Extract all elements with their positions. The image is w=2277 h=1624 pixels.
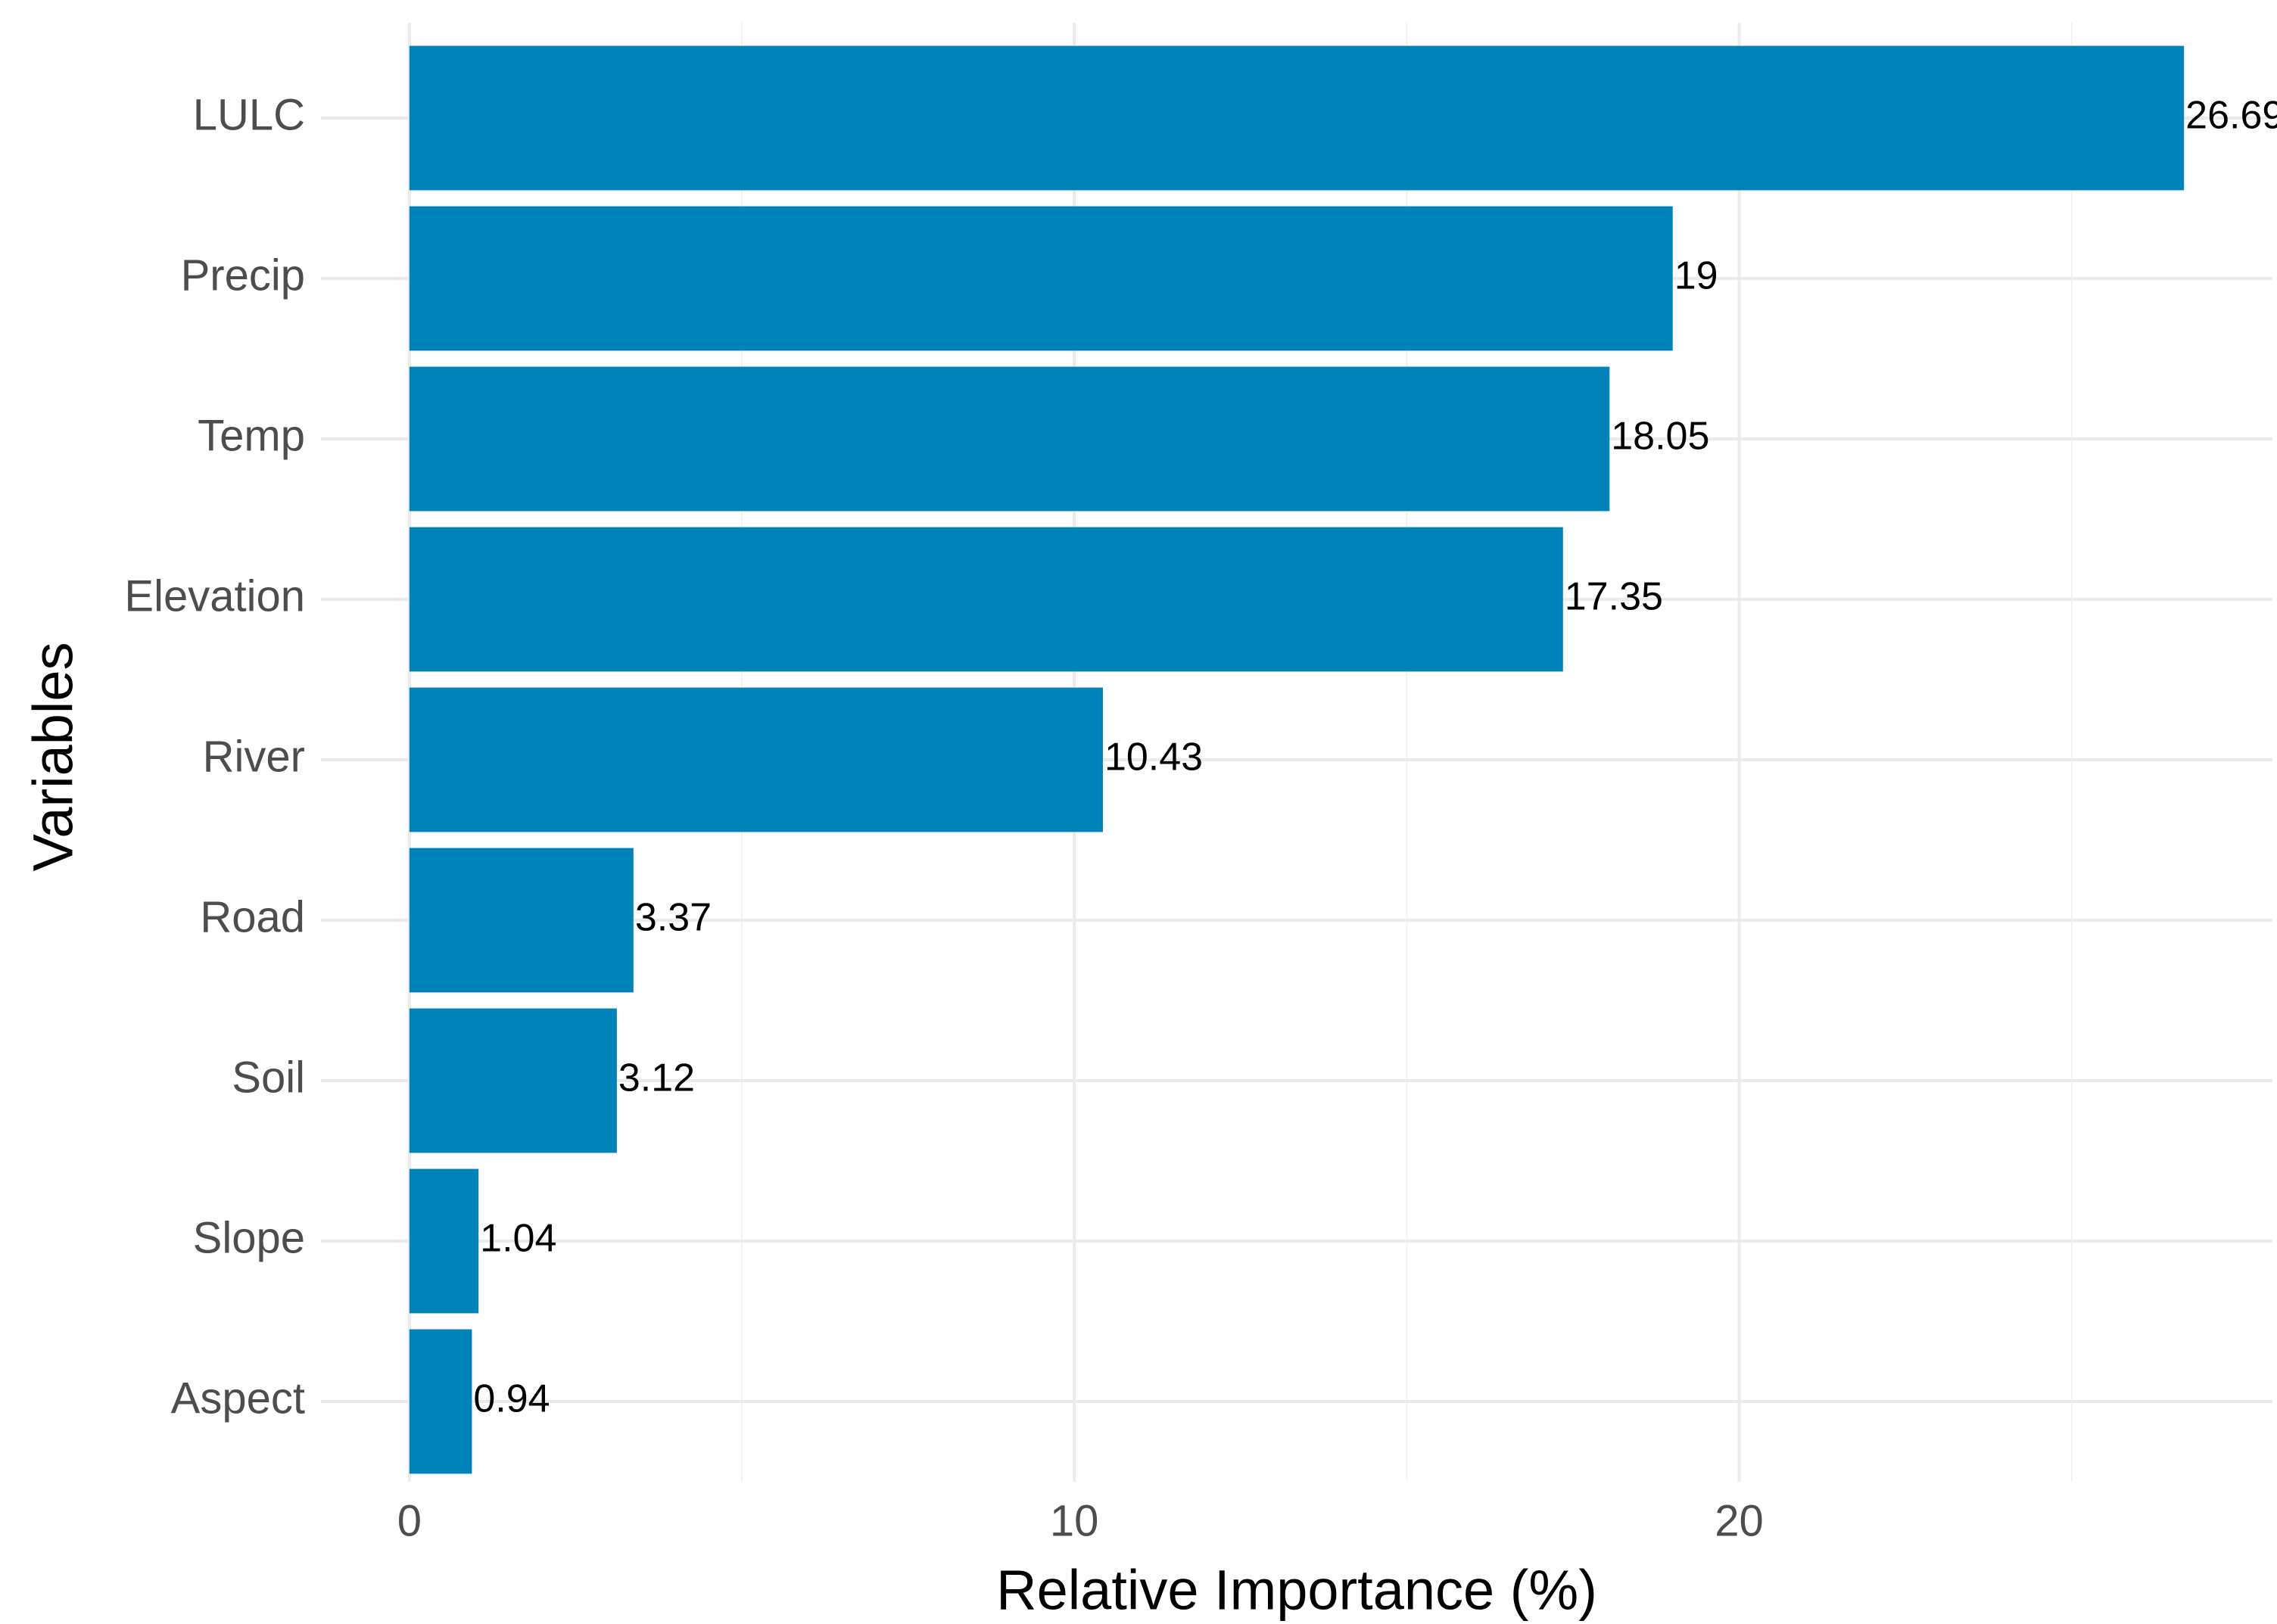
bar <box>409 527 1563 672</box>
value-label: 0.94 <box>473 1377 550 1421</box>
value-label: 19 <box>1674 254 1718 298</box>
y-tick-label: Temp <box>198 411 305 460</box>
y-tick-label: Precip <box>181 250 305 300</box>
value-label: 3.37 <box>635 896 712 940</box>
y-tick-label: Slope <box>193 1213 305 1262</box>
y-tick-label: Soil <box>232 1053 305 1102</box>
bar <box>409 1008 617 1153</box>
bar <box>409 366 1610 512</box>
x-axis-title: Relative Importance (%) <box>996 1559 1597 1622</box>
y-tick-label: Elevation <box>124 571 305 621</box>
y-tick-label: River <box>203 732 305 781</box>
y-tick-label: Aspect <box>171 1374 305 1423</box>
y-axis-title: Variables <box>22 642 85 871</box>
value-labels: 26.69 19 18.05 17.35 10.43 3.37 3.12 1.04 0.94 <box>473 94 2277 1421</box>
bar <box>409 45 2185 191</box>
bar <box>409 687 1103 832</box>
x-tick-label: 0 <box>397 1496 422 1545</box>
x-tick-label: 10 <box>1050 1496 1099 1545</box>
y-tick-label: LULC <box>193 90 305 139</box>
bar <box>409 206 1673 351</box>
value-label: 18.05 <box>1611 415 1709 459</box>
value-label: 1.04 <box>480 1217 556 1261</box>
bar <box>409 848 634 993</box>
x-tick-label: 20 <box>1715 1496 1764 1545</box>
value-label: 17.35 <box>1565 575 1663 619</box>
bar <box>409 1329 472 1474</box>
bar <box>409 1168 479 1314</box>
bars <box>409 45 2185 1474</box>
value-label: 26.69 <box>2185 94 2277 138</box>
value-label: 3.12 <box>618 1056 695 1100</box>
y-tick-label: Road <box>200 892 305 941</box>
value-label: 10.43 <box>1104 736 1203 779</box>
